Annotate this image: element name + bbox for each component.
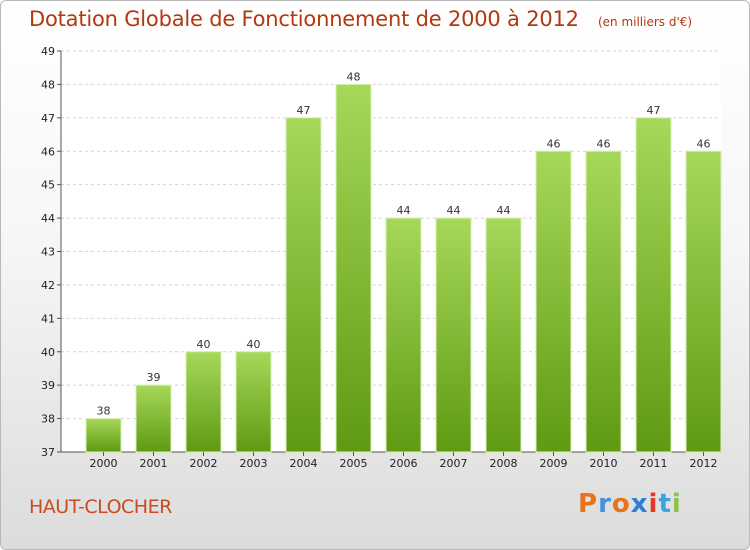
- x-tick-label: 2012: [690, 457, 718, 470]
- x-tick-label: 2001: [140, 457, 168, 470]
- bar: [485, 217, 522, 453]
- data-label: 46: [547, 137, 561, 150]
- bar: [385, 217, 422, 453]
- logo-letter: r: [598, 489, 612, 519]
- bar: [135, 384, 172, 453]
- y-tick-label: 47: [41, 112, 55, 125]
- data-label: 47: [297, 104, 311, 117]
- data-label: 48: [347, 70, 361, 83]
- bar: [235, 351, 272, 453]
- data-label: 44: [447, 204, 461, 217]
- y-tick-label: 48: [41, 78, 55, 91]
- bar: [185, 351, 222, 453]
- bar: [335, 83, 372, 453]
- data-label: 39: [147, 371, 161, 384]
- bar: [635, 117, 672, 453]
- y-tick-label: 49: [41, 45, 55, 58]
- chart-unit: (en milliers d'€): [597, 15, 693, 29]
- y-tick-label: 41: [41, 312, 55, 325]
- data-label: 38: [97, 405, 111, 418]
- y-tick-label: 43: [41, 246, 55, 259]
- data-label: 46: [697, 137, 711, 150]
- x-tick-label: 2011: [640, 457, 668, 470]
- x-tick-label: 2006: [390, 457, 418, 470]
- bar: [535, 150, 572, 453]
- city-name: HAUT-CLOCHER: [29, 496, 172, 518]
- bar: [85, 418, 122, 453]
- x-tick-label: 2004: [290, 457, 318, 470]
- data-label: 40: [247, 338, 261, 351]
- y-tick-label: 38: [41, 413, 55, 426]
- bar: [285, 117, 322, 453]
- logo-letter: i: [648, 489, 659, 519]
- logo-letter: t: [658, 489, 672, 519]
- title-row: Dotation Globale de Fonctionnement de 20…: [29, 7, 692, 31]
- logo-letter: P: [578, 489, 599, 519]
- logo-letter: i: [671, 489, 682, 519]
- y-tick-label: 39: [41, 379, 55, 392]
- x-tick-label: 2007: [440, 457, 468, 470]
- y-tick-label: 42: [41, 279, 55, 292]
- data-label: 44: [397, 204, 411, 217]
- logo-letter: x: [630, 489, 649, 519]
- bar: [685, 150, 722, 453]
- data-label: 44: [497, 204, 511, 217]
- x-tick-label: 2005: [340, 457, 368, 470]
- proxiti-logo: Proxiti: [578, 489, 682, 519]
- bar: [435, 217, 472, 453]
- y-tick-label: 37: [41, 446, 55, 459]
- logo-letter: o: [611, 489, 631, 519]
- data-label: 47: [647, 104, 661, 117]
- x-tick-label: 2002: [190, 457, 218, 470]
- y-tick-label: 40: [41, 346, 55, 359]
- x-tick-label: 2008: [490, 457, 518, 470]
- x-tick-label: 2000: [90, 457, 118, 470]
- data-label: 40: [197, 338, 211, 351]
- x-tick-label: 2009: [540, 457, 568, 470]
- x-tick-label: 2003: [240, 457, 268, 470]
- bar: [585, 150, 622, 453]
- x-tick-label: 2010: [590, 457, 618, 470]
- chart-title: Dotation Globale de Fonctionnement de 20…: [29, 7, 579, 31]
- y-tick-label: 46: [41, 145, 55, 158]
- y-tick-label: 45: [41, 179, 55, 192]
- y-tick-label: 44: [41, 212, 55, 225]
- data-label: 46: [597, 137, 611, 150]
